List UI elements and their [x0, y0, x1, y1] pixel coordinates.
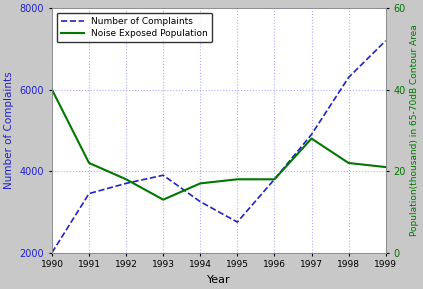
Number of Complaints [309, 133, 314, 136]
Legend: Number of Complaints, Noise Exposed Population: Number of Complaints, Noise Exposed Popu… [57, 13, 212, 42]
Noise Exposed Population [198, 182, 203, 185]
Noise Exposed Population [383, 165, 388, 169]
Y-axis label: Population(thousand) in 65-70dB Contour Area: Population(thousand) in 65-70dB Contour … [410, 25, 419, 236]
Number of Complaints [383, 39, 388, 42]
Noise Exposed Population [272, 177, 277, 181]
Line: Number of Complaints: Number of Complaints [52, 41, 386, 253]
Noise Exposed Population [235, 177, 240, 181]
Number of Complaints [87, 192, 92, 195]
Noise Exposed Population [161, 198, 166, 201]
Number of Complaints [346, 76, 351, 79]
Noise Exposed Population [124, 177, 129, 181]
Noise Exposed Population [49, 88, 55, 91]
X-axis label: Year: Year [207, 275, 231, 285]
Line: Noise Exposed Population: Noise Exposed Population [52, 90, 386, 200]
Number of Complaints [49, 251, 55, 254]
Noise Exposed Population [346, 161, 351, 165]
Noise Exposed Population [309, 137, 314, 140]
Number of Complaints [198, 200, 203, 203]
Y-axis label: Number of Complaints: Number of Complaints [4, 72, 14, 189]
Number of Complaints [235, 220, 240, 224]
Number of Complaints [124, 182, 129, 185]
Noise Exposed Population [87, 161, 92, 165]
Number of Complaints [161, 173, 166, 177]
Number of Complaints [272, 177, 277, 181]
